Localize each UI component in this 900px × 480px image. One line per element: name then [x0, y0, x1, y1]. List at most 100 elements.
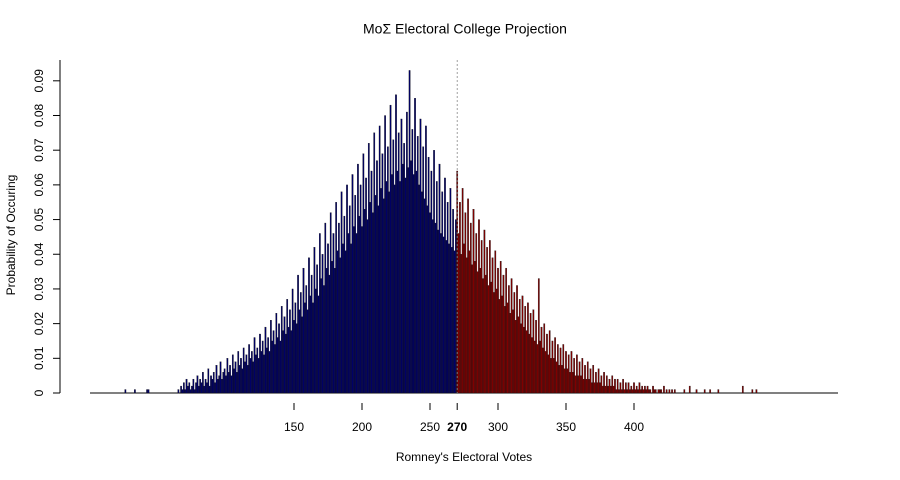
bar — [365, 177, 367, 394]
bar — [629, 389, 631, 394]
bar — [192, 378, 195, 394]
bar — [298, 309, 301, 394]
bar — [486, 247, 488, 394]
bar — [558, 365, 561, 394]
bar — [571, 372, 574, 394]
bar — [524, 306, 527, 394]
bar — [528, 333, 531, 394]
bar — [535, 320, 537, 394]
bar — [585, 378, 588, 394]
bar — [518, 299, 521, 394]
bar — [634, 389, 637, 394]
bar — [340, 191, 343, 394]
bar — [212, 372, 215, 394]
bar — [483, 229, 486, 394]
bar — [543, 323, 546, 394]
bar — [559, 347, 562, 394]
bar — [177, 389, 180, 394]
bar — [482, 278, 484, 394]
bar — [208, 385, 211, 394]
bar — [214, 382, 216, 394]
bar — [317, 295, 320, 394]
bar — [372, 212, 374, 394]
bar — [275, 313, 278, 394]
bar — [478, 219, 480, 394]
bar — [584, 365, 586, 394]
bar — [245, 354, 248, 394]
bar — [581, 358, 584, 394]
bar — [625, 382, 627, 394]
bar — [426, 205, 429, 394]
bar — [206, 382, 208, 394]
chart-title: MoΣ Electoral College Projection — [363, 21, 567, 37]
bar — [416, 136, 419, 394]
x-tick-label: 270 — [447, 420, 467, 434]
bar — [261, 340, 264, 394]
y-axis-label: Probability of Occuring — [4, 175, 18, 296]
bar — [347, 233, 350, 394]
x-tick-label: 250 — [420, 420, 440, 434]
bar — [557, 344, 559, 394]
bar — [627, 382, 630, 394]
bar — [301, 316, 303, 394]
y-tick-label: 0 — [32, 389, 46, 396]
bar — [618, 389, 620, 394]
bar — [333, 267, 336, 394]
bar — [565, 351, 567, 394]
bar — [297, 274, 299, 394]
bar — [411, 129, 414, 394]
bar — [423, 198, 426, 394]
bar — [316, 264, 318, 394]
bar — [607, 385, 609, 394]
bar — [407, 167, 410, 394]
bar — [561, 365, 563, 394]
bar — [709, 389, 711, 394]
bar — [555, 361, 558, 394]
bar — [338, 222, 340, 394]
bar — [412, 174, 415, 394]
bar — [645, 389, 648, 394]
bar — [425, 125, 427, 394]
bar — [463, 243, 465, 394]
bar — [468, 250, 471, 394]
bar — [350, 243, 352, 394]
bar — [278, 323, 280, 394]
bar — [599, 382, 601, 394]
bar — [329, 212, 332, 394]
bar — [256, 347, 259, 394]
bar — [391, 174, 393, 394]
bar — [434, 222, 437, 394]
bar — [623, 389, 626, 394]
bar — [382, 198, 385, 394]
bar — [227, 372, 230, 394]
bar — [221, 378, 223, 394]
bar — [537, 278, 540, 394]
bar — [605, 375, 608, 394]
bar — [567, 354, 570, 394]
bar — [604, 385, 607, 394]
bar — [591, 382, 593, 394]
bar — [299, 292, 302, 394]
bar — [351, 174, 354, 394]
bar — [508, 285, 510, 394]
bar — [308, 257, 310, 394]
bar — [461, 188, 464, 394]
bar — [569, 372, 571, 394]
bar — [644, 385, 646, 394]
bar — [497, 267, 499, 394]
bar — [563, 368, 566, 394]
bar — [717, 389, 720, 394]
bar — [489, 240, 491, 394]
bar — [551, 340, 554, 394]
bar — [529, 313, 532, 394]
bar — [552, 358, 555, 394]
bar — [512, 309, 514, 394]
bar — [181, 389, 184, 394]
bar — [612, 385, 615, 394]
bar — [673, 389, 676, 394]
bar — [267, 337, 269, 394]
bar — [346, 184, 348, 394]
bar — [210, 375, 212, 394]
bar — [124, 389, 127, 394]
bar — [683, 389, 686, 394]
